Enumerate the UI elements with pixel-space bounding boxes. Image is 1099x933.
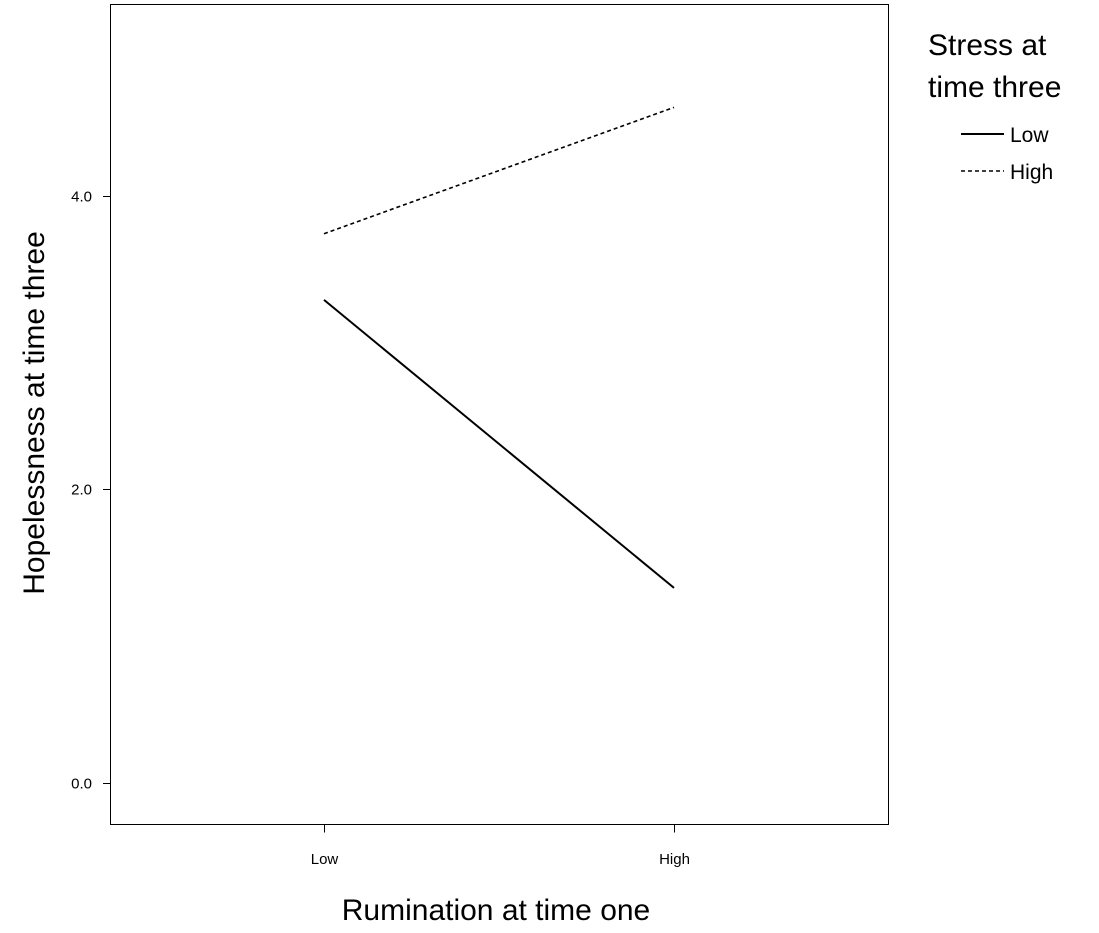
x-axis: Low High <box>311 824 690 868</box>
series-layer <box>323 106 675 589</box>
plot-frame <box>110 4 889 825</box>
legend-items: Low High <box>961 124 1053 184</box>
legend-title-line-1: Stress at <box>928 29 1047 62</box>
x-axis-label: Rumination at time one <box>342 894 651 927</box>
y-tick-label: 4.0 <box>71 189 92 206</box>
x-tick-label: High <box>659 851 690 868</box>
legend-label-low: Low <box>1010 124 1049 147</box>
legend-title-line-2: time three <box>928 71 1061 104</box>
y-axis: 0.0 2.0 4.0 <box>71 189 111 793</box>
legend: Stress at time three Low High <box>928 29 1061 184</box>
series-line-high <box>323 106 675 235</box>
legend-label-high: High <box>1010 161 1053 184</box>
y-tick-label: 2.0 <box>71 482 92 499</box>
series-line-low <box>323 299 675 589</box>
y-tick-label: 0.0 <box>71 776 92 793</box>
x-tick-label: Low <box>311 851 339 868</box>
y-axis-label: Hopelessness at time three <box>18 231 51 595</box>
